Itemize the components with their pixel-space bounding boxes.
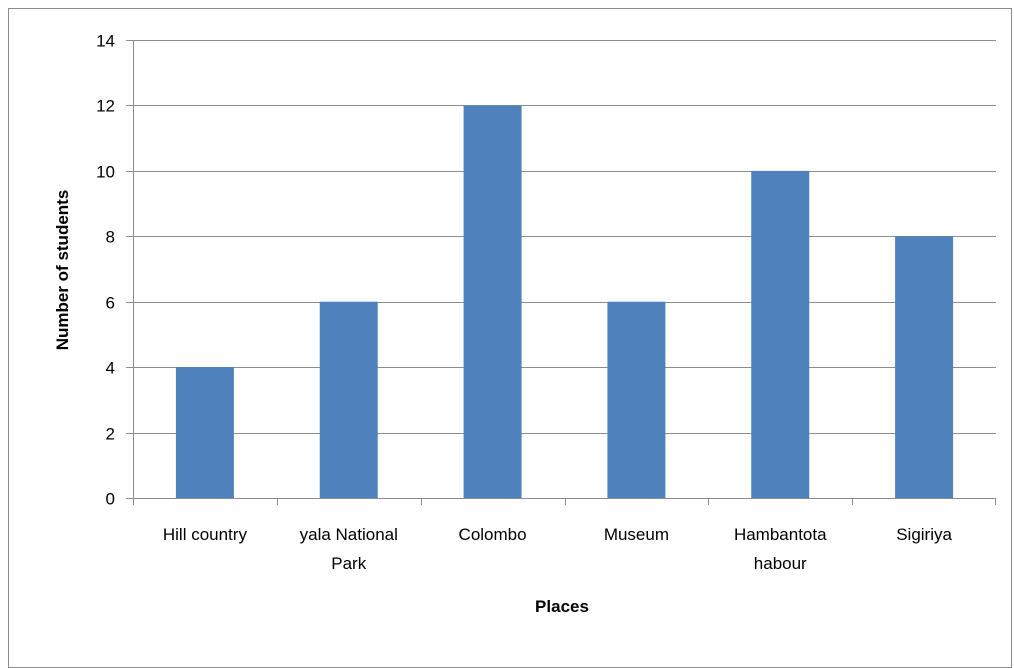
y-tick-label: 14 xyxy=(96,32,115,51)
y-tick-label: 2 xyxy=(106,425,115,444)
bar xyxy=(319,301,378,498)
x-tick-label: Hambantota habour xyxy=(734,525,827,573)
x-tick-label: Colombo xyxy=(459,525,527,544)
bars xyxy=(175,105,954,499)
x-axis-title: Places xyxy=(535,597,589,616)
gridlines xyxy=(133,40,996,434)
bar xyxy=(607,301,666,498)
x-tick-label: Museum xyxy=(604,525,669,544)
bar xyxy=(463,105,522,498)
y-tick-label: 10 xyxy=(96,163,115,182)
x-tick-label: yala National Park xyxy=(300,525,398,573)
bar xyxy=(751,170,810,498)
x-tick-label: Hill country xyxy=(163,525,248,544)
bar xyxy=(175,367,234,498)
y-tick-label: 8 xyxy=(106,228,115,247)
x-tick-label: Sigiriya xyxy=(896,525,952,544)
y-tick-label: 6 xyxy=(106,294,115,313)
bar xyxy=(895,236,954,499)
y-tick-label: 4 xyxy=(106,359,115,378)
x-tick-labels: Hill country yala National Park Colombo Muse… xyxy=(163,525,953,573)
bar-chart: 0 2 4 6 8 10 12 14 Hill country yala National Par… xyxy=(53,32,996,616)
y-tick-labels: 0 2 4 6 8 10 12 14 xyxy=(96,32,115,509)
axes xyxy=(126,40,996,505)
y-tick-label: 0 xyxy=(106,490,115,509)
y-axis-title: Number of students xyxy=(53,190,72,351)
y-tick-label: 12 xyxy=(96,97,115,116)
